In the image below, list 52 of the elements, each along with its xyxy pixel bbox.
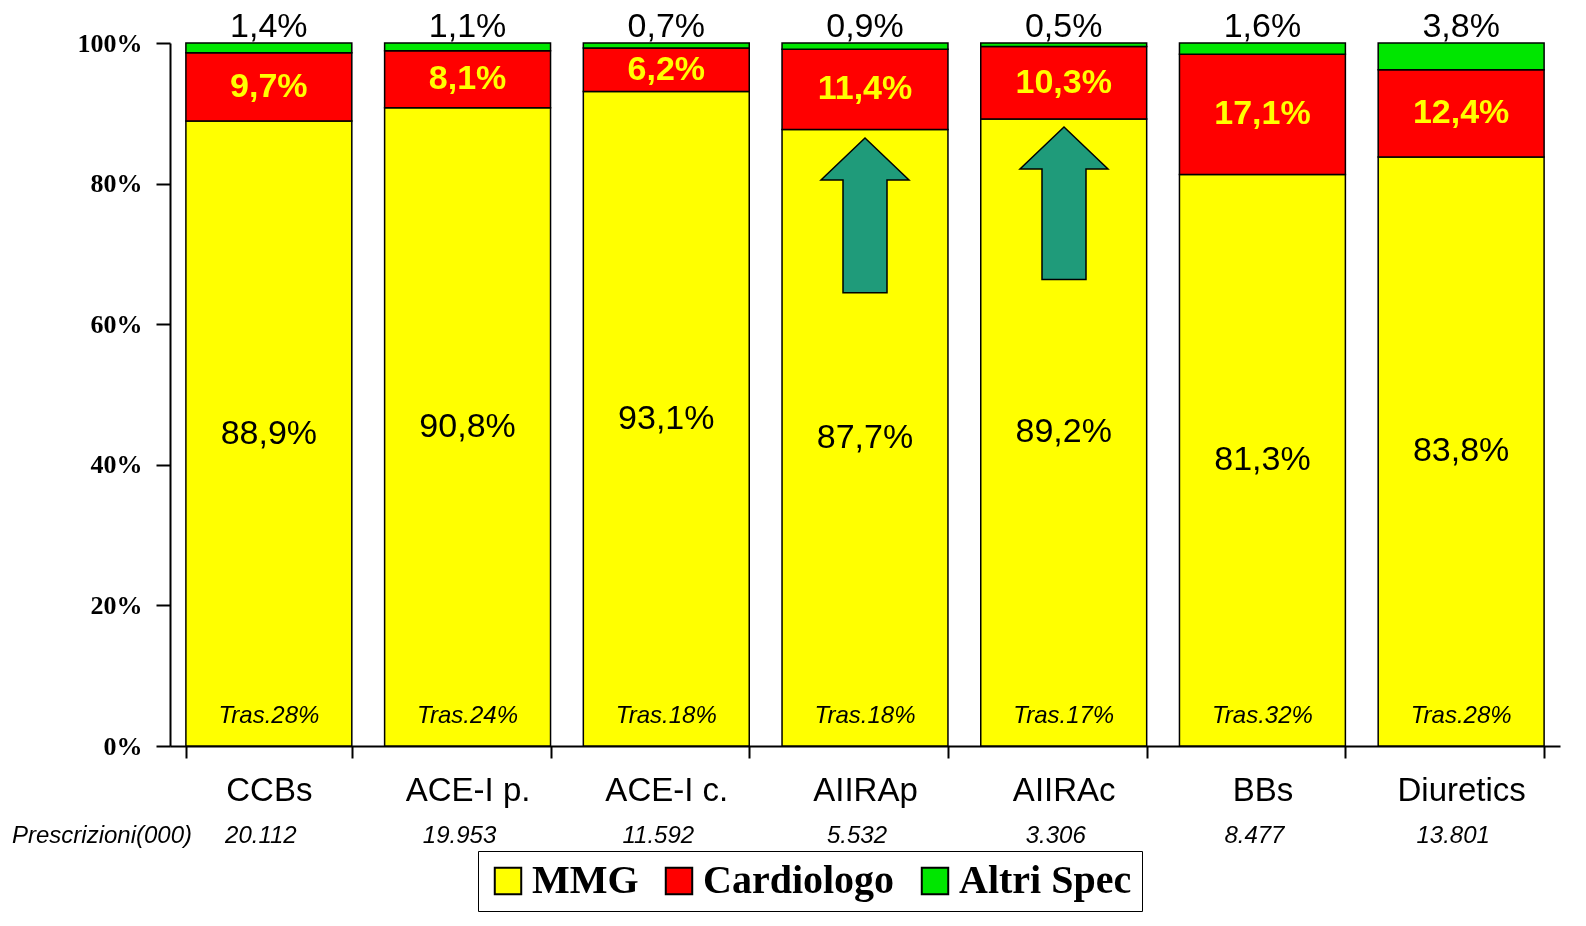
x-tick-label: AIIRAp — [813, 770, 918, 808]
data-label: 87,7% — [816, 416, 914, 455]
data-label: 11,4% — [817, 68, 913, 107]
data-label: 1,6% — [1223, 6, 1302, 44]
data-label: 90,8% — [419, 405, 516, 444]
y-tick-label: 100% — [77, 28, 143, 58]
data-label: 8,1% — [428, 58, 507, 97]
data-label: 12,4% — [1412, 92, 1510, 131]
data-label: 1,4% — [230, 6, 308, 44]
text: Prescrizioni(000) — [12, 821, 193, 848]
data-label: 9,7% — [230, 65, 308, 104]
data-label: 10,3% — [1015, 61, 1112, 100]
annotation: Tras.24% — [417, 701, 519, 728]
data-label: 81,3% — [1214, 439, 1311, 478]
data-label: 88,9% — [220, 412, 318, 451]
y-tick-label: 20% — [90, 590, 143, 620]
data-label: 0,9% — [826, 6, 904, 44]
text: 5.532 — [826, 821, 888, 848]
x-tick-label: Diuretics — [1397, 770, 1526, 808]
data-label: 93,1% — [618, 397, 715, 436]
y-tick-label: 80% — [90, 169, 143, 199]
text: 20.112 — [224, 821, 297, 848]
data-label: 3,8% — [1422, 6, 1500, 44]
text: 3.306 — [1025, 821, 1087, 848]
legend-label: Altri Spec — [959, 857, 1132, 902]
data-label: 89,2% — [1015, 411, 1112, 450]
data-label: 0,5% — [1024, 6, 1103, 44]
data-label: 6,2% — [627, 48, 706, 87]
annotation: Tras.32% — [1211, 701, 1313, 728]
y-tick-label: 0% — [103, 731, 143, 761]
x-tick-label: AIIRAc — [1012, 770, 1116, 808]
data-label: 17,1% — [1214, 93, 1311, 132]
text: 13.801 — [1416, 821, 1490, 848]
legend-label: Cardiologo — [703, 857, 895, 902]
x-tick-label: BBs — [1232, 770, 1294, 808]
y-tick-label: 60% — [90, 309, 143, 339]
annotation: Tras.17% — [1013, 701, 1115, 728]
data-label: 1,1% — [428, 6, 507, 44]
x-tick-label: ACE-I p. — [405, 770, 531, 808]
annotation: Tras.18% — [615, 701, 717, 728]
x-tick-label: CCBs — [226, 770, 313, 808]
text: 8.477 — [1224, 821, 1287, 848]
annotation: Tras.28% — [218, 701, 320, 728]
annotation: Tras.18% — [814, 701, 916, 728]
data-label: 83,8% — [1412, 430, 1510, 469]
legend-label: MMG — [532, 857, 639, 902]
text: 19.953 — [422, 821, 497, 848]
y-tick-label: 40% — [90, 450, 143, 480]
text: 11.592 — [622, 821, 695, 848]
x-tick-label: ACE-I c. — [605, 770, 729, 808]
data-label: 0,7% — [627, 6, 706, 44]
annotation: Tras.28% — [1410, 701, 1512, 728]
